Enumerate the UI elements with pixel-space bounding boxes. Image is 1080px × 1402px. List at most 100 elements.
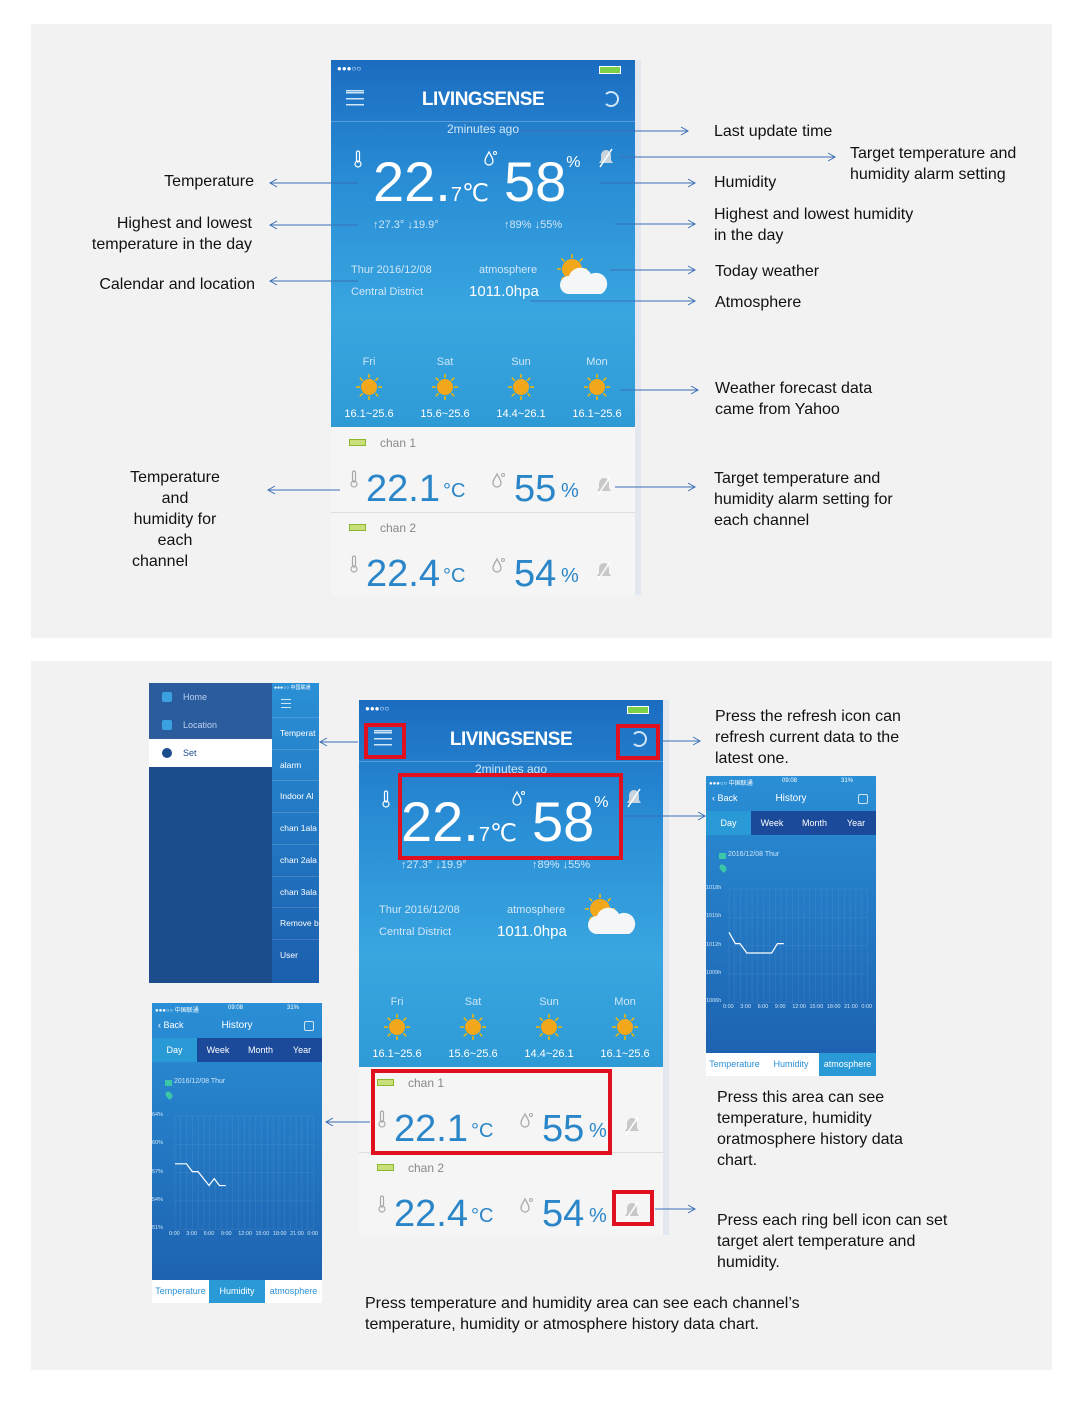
- bottom-tab-temperature[interactable]: Temperature: [706, 1053, 763, 1076]
- channel-row[interactable]: chan 2 22.4 °C 54 %: [331, 515, 635, 595]
- sidebar-item-home[interactable]: Home: [149, 683, 272, 711]
- weather-header: [331, 60, 635, 427]
- bell-icon[interactable]: [597, 148, 615, 173]
- main-humidity[interactable]: 58%: [504, 154, 581, 210]
- location-pin-icon: [162, 720, 172, 730]
- bell-icon[interactable]: [623, 1201, 641, 1226]
- weather-header: [359, 700, 663, 1067]
- calendar-icon[interactable]: [304, 1021, 314, 1031]
- app-title: LIVINGSENSE: [449, 729, 573, 750]
- tab-week[interactable]: Week: [197, 1038, 239, 1062]
- refresh-icon[interactable]: [631, 731, 647, 747]
- bottom-tab-humidity[interactable]: Humidity: [763, 1053, 819, 1076]
- temp-decimal: 7: [478, 824, 490, 846]
- highlight-bell: [612, 1190, 654, 1226]
- humidity-high: ↑89%: [532, 859, 560, 871]
- x-tick-label: 6:00: [757, 1004, 769, 1010]
- settings-item[interactable]: chan 3ala: [272, 875, 319, 907]
- tab-month[interactable]: Month: [239, 1038, 282, 1062]
- label-channel: Temperature and humidity for each channel: [130, 469, 220, 570]
- partly-cloudy-icon: [583, 892, 643, 945]
- settings-item[interactable]: User: [272, 938, 319, 970]
- temp-low: ↓19.9°: [435, 859, 467, 871]
- forecast-day-label: Fri: [390, 996, 404, 1008]
- tab-month[interactable]: Month: [793, 811, 836, 835]
- main-temperature[interactable]: 22.7℃: [373, 154, 489, 210]
- forecast-day-label: Mon: [586, 356, 608, 368]
- x-tick-label: 15:00: [809, 1004, 824, 1010]
- settings-item[interactable]: Remove b: [272, 907, 319, 938]
- channel-humidity[interactable]: 55: [542, 1108, 585, 1150]
- channel-temp[interactable]: 22.4: [394, 1193, 468, 1235]
- refresh-icon[interactable]: [603, 91, 619, 107]
- scrollbar[interactable]: [635, 60, 641, 595]
- main-temperature[interactable]: 22.7℃: [401, 794, 517, 850]
- bell-icon[interactable]: [595, 561, 613, 586]
- channel-row[interactable]: chan 1 22.1 °C 55 %: [331, 430, 635, 513]
- back-button[interactable]: ‹ Back: [712, 793, 738, 803]
- y-tick-label: 1018h: [706, 885, 722, 891]
- tab-day[interactable]: Day: [152, 1038, 197, 1062]
- history-title: History: [775, 793, 807, 804]
- settings-item[interactable]: chan 2ala: [272, 843, 319, 875]
- x-tick-label: 9:00: [220, 1231, 232, 1237]
- tab-year[interactable]: Year: [836, 811, 876, 835]
- main-humidity[interactable]: 58%: [532, 794, 609, 850]
- bottom-tab-atmosphere[interactable]: atmosphere: [265, 1280, 322, 1303]
- forecast-day: Mon 16.1~25.6: [562, 356, 632, 420]
- history-chart: [728, 888, 868, 1003]
- tab-day[interactable]: Day: [706, 811, 751, 835]
- settings-item[interactable]: alarm: [272, 748, 319, 780]
- partly-cloudy-icon: [555, 252, 615, 305]
- channel-row[interactable]: chan 1 22.1 °C 55 %: [359, 1070, 663, 1153]
- status-battery: 31%: [841, 778, 854, 784]
- settings-item[interactable]: Temperat: [272, 717, 319, 748]
- sidebar-item-label: Set: [183, 748, 197, 758]
- humidity-low: ↓55%: [562, 859, 591, 871]
- bell-icon[interactable]: [625, 788, 643, 813]
- highlight-menu: [364, 723, 406, 759]
- back-button[interactable]: ‹ Back: [158, 1020, 184, 1030]
- calendar-small-icon: [165, 1080, 172, 1086]
- caption: Press temperature and humidity area can …: [365, 1295, 800, 1333]
- channel-temp[interactable]: 22.1: [394, 1108, 468, 1150]
- humidity-drop-icon: [491, 557, 507, 578]
- bottom-tab-humidity[interactable]: Humidity: [209, 1280, 265, 1303]
- menu-icon[interactable]: [281, 699, 291, 708]
- highlight-channel-1: [371, 1069, 612, 1155]
- sun-icon: [334, 373, 404, 406]
- status-bar: ●●●○○ 中国联通: [274, 685, 311, 691]
- status-time: 09:08: [782, 778, 798, 784]
- channel-humidity-unit: %: [589, 1205, 607, 1227]
- settings-item[interactable]: chan 1ala: [272, 812, 319, 843]
- tab-week[interactable]: Week: [751, 811, 793, 835]
- humidity-high: ↑89%: [504, 219, 532, 231]
- channel-humidity[interactable]: 54: [542, 1193, 585, 1235]
- label-refresh: Press the refresh icon can refresh curren…: [715, 708, 901, 767]
- signal-indicator: ●●●○○: [365, 704, 390, 713]
- menu-icon[interactable]: [374, 730, 392, 746]
- bell-icon[interactable]: [623, 1116, 641, 1141]
- channel-temp[interactable]: 22.1: [366, 468, 440, 510]
- calendar-icon[interactable]: [858, 794, 868, 804]
- bell-icon[interactable]: [595, 476, 613, 501]
- forecast-range: 14.4~26.1: [524, 1048, 574, 1060]
- scrollbar[interactable]: [663, 700, 669, 1235]
- sidebar-item-location[interactable]: Location: [149, 711, 272, 739]
- settings-item[interactable]: Indoor Al: [272, 780, 319, 811]
- channel-temp[interactable]: 22.4: [366, 553, 440, 595]
- channel-humidity[interactable]: 54: [514, 553, 557, 595]
- menu-icon[interactable]: [346, 90, 364, 106]
- atmosphere-value: 1011.0hpa: [469, 283, 539, 300]
- bottom-tab-temperature[interactable]: Temperature: [152, 1280, 209, 1303]
- bottom-tab-atmosphere[interactable]: atmosphere: [819, 1053, 876, 1076]
- channel-humidity[interactable]: 55: [514, 468, 557, 510]
- temp-high: ↑27.3°: [401, 859, 433, 871]
- tab-year[interactable]: Year: [282, 1038, 322, 1062]
- channel-row[interactable]: chan 2 22.4 °C 54 %: [359, 1155, 663, 1235]
- temp-low: ↓19.9°: [407, 219, 439, 231]
- home-icon: [162, 692, 172, 702]
- sidebar-item-set[interactable]: Set: [149, 739, 272, 767]
- humidity-drop-icon: [483, 150, 499, 171]
- label-temperature: Temperature: [164, 173, 254, 190]
